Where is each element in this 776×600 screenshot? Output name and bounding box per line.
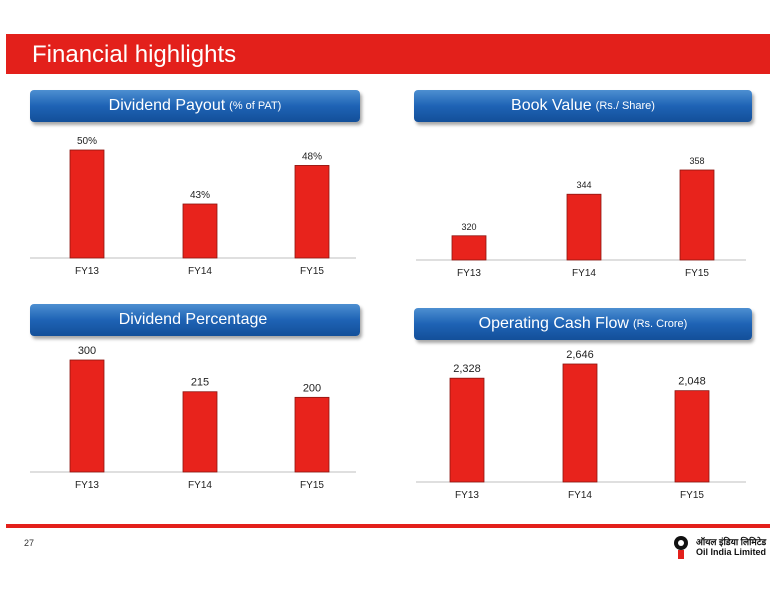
bar-fy15: [294, 165, 330, 259]
x-tick-label: FY14: [572, 268, 596, 279]
x-tick-label: FY13: [455, 490, 479, 501]
bar-fy14: [562, 363, 598, 483]
title-bar: Financial highlights: [6, 34, 770, 74]
x-tick-label: FY13: [75, 266, 99, 277]
page-title: Financial highlights: [32, 41, 237, 68]
page-number: 27: [24, 538, 35, 548]
panel-unit: (Rs. Crore): [632, 318, 688, 330]
data-label: 215: [191, 377, 209, 389]
x-tick-label: FY15: [685, 268, 709, 279]
bar-fy14: [182, 203, 218, 259]
logo-hindi-text: ऑयल इंडिया लिमिटेड: [696, 537, 767, 547]
data-label: 2,646: [566, 349, 594, 361]
bar-fy13: [69, 359, 105, 473]
x-tick-label: FY14: [188, 266, 212, 277]
panel-header-dividend-percentage: Dividend Percentage: [30, 304, 360, 336]
data-label: 50%: [77, 136, 97, 147]
panel-title: Dividend Payout: [108, 97, 226, 114]
data-label: 200: [303, 382, 321, 394]
data-label: 320: [461, 222, 476, 232]
panel-unit: (% of PAT): [229, 100, 282, 112]
bar-fy13: [69, 149, 105, 259]
panel-title: Operating Cash Flow: [478, 315, 629, 332]
x-tick-label: FY13: [75, 480, 99, 491]
x-tick-label: FY14: [568, 490, 592, 501]
x-tick-label: FY15: [300, 266, 324, 277]
operating-cash-flow-chart: 2,328 FY13 2,646 FY14 2,048 FY15: [416, 349, 746, 501]
oil-drop-logo-icon: [674, 536, 688, 559]
bar-fy13: [449, 377, 485, 483]
panel-title: Dividend Percentage: [118, 311, 268, 328]
footer-divider: [6, 524, 770, 528]
company-logo: ऑयल इंडिया लिमिटेड Oil India Limited: [670, 532, 770, 562]
x-tick-label: FY15: [680, 490, 704, 501]
panel-header-dividend-payout: Dividend Payout (% of PAT): [30, 90, 360, 122]
data-label: 2,048: [678, 376, 706, 388]
dividend-payout-chart: 50% FY13 43% FY14 48% FY15: [30, 136, 356, 277]
bar-fy15: [294, 396, 330, 473]
data-label: 344: [576, 180, 591, 190]
logo-english-text: Oil India Limited: [696, 547, 767, 557]
panel-header-operating-cash-flow: Operating Cash Flow (Rs. Crore): [414, 308, 752, 340]
panel-header-book-value: Book Value (Rs./ Share): [414, 90, 752, 122]
bar-fy13: [451, 235, 487, 261]
data-label: 300: [78, 345, 96, 357]
bar-fy14: [182, 391, 218, 473]
data-label: 43%: [190, 190, 210, 201]
data-label: 2,328: [453, 363, 481, 375]
bar-fy15: [679, 169, 715, 261]
x-tick-label: FY15: [300, 480, 324, 491]
data-label: 358: [689, 156, 704, 166]
x-tick-label: FY13: [457, 268, 481, 279]
panel-title: Book Value: [511, 97, 592, 114]
dividend-percentage-chart: 300 FY13 215 FY14 200 FY15: [30, 345, 356, 491]
x-tick-label: FY14: [188, 480, 212, 491]
book-value-chart: 320 FY13 344 FY14 358 FY15: [416, 156, 746, 279]
bar-fy15: [674, 390, 710, 483]
data-label: 48%: [302, 151, 322, 162]
panel-unit: (Rs./ Share): [595, 100, 655, 112]
bar-fy14: [566, 193, 602, 261]
